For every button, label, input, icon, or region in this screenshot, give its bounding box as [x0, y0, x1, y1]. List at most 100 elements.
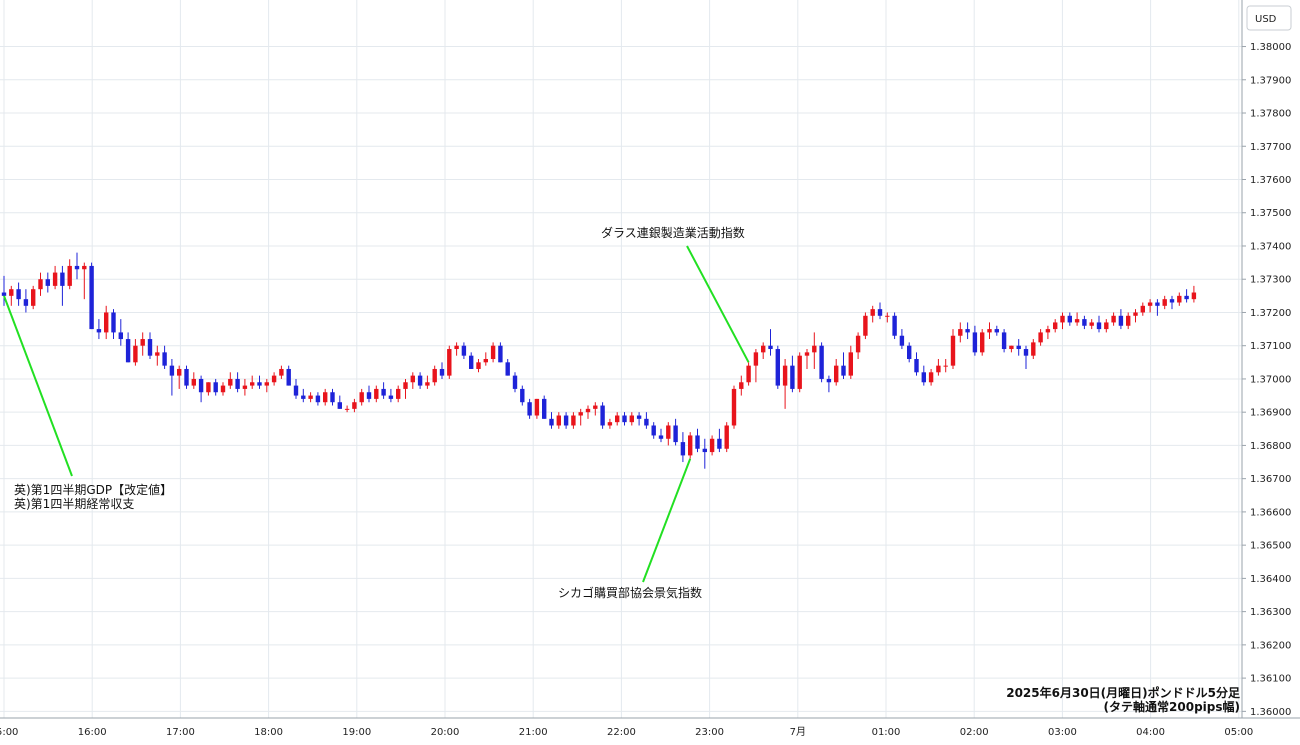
candle: [680, 432, 686, 463]
candle: [366, 385, 372, 403]
candle-body: [82, 265, 87, 270]
candle-body: [1184, 295, 1189, 300]
candle: [1126, 312, 1131, 330]
candle-body: [980, 332, 985, 353]
annotation: 英)第1四半期GDP【改定値】英)第1四半期経常収支: [3, 295, 172, 511]
candle: [315, 392, 321, 406]
candle: [461, 342, 467, 359]
candle-body: [1133, 312, 1138, 316]
x-tick-label: 22:00: [607, 727, 636, 738]
candle: [374, 385, 379, 403]
candle: [133, 339, 138, 366]
candle-body: [162, 352, 167, 366]
candle-body: [790, 365, 795, 389]
candle: [74, 252, 80, 280]
candle-body: [264, 382, 269, 386]
candle-body: [702, 448, 707, 453]
candle: [1169, 295, 1175, 310]
x-tick-label: 21:00: [519, 727, 548, 738]
currency-badge-box[interactable]: [1246, 5, 1292, 31]
candle: [542, 395, 547, 419]
candle-body: [23, 299, 29, 306]
candle-body: [323, 392, 328, 403]
candle: [1031, 339, 1036, 359]
candle-body: [155, 352, 160, 356]
candle: [96, 319, 102, 340]
caption-line-1: 2025年6月30日(月曜日)ポンドドル5分足: [1006, 685, 1240, 700]
candle: [585, 405, 591, 419]
caption: 2025年6月30日(月曜日)ポンドドル5分足 (タテ軸通常200pips幅): [1006, 685, 1240, 714]
candle: [702, 438, 707, 469]
candle: [914, 352, 919, 376]
candle: [1045, 325, 1051, 340]
candle: [870, 305, 875, 323]
candle-body: [279, 368, 284, 376]
candle-body: [9, 289, 14, 296]
candles: [1, 252, 1197, 469]
y-axis: 1.38000 1.37900 1.37800 1.37700 1.37600 1.375…: [1242, 42, 1291, 718]
candle-body: [74, 265, 80, 270]
candle-body: [476, 362, 481, 369]
candle: [819, 342, 824, 383]
candle-body: [812, 345, 817, 353]
candle: [1096, 315, 1102, 333]
candle-body: [695, 435, 700, 449]
candle: [892, 312, 897, 340]
candle-body: [1016, 345, 1021, 350]
candle: [1162, 295, 1167, 310]
annotation-leader-line: [3, 295, 73, 477]
candle-body: [1082, 319, 1087, 326]
candle: [439, 362, 445, 379]
candle: [636, 412, 642, 426]
y-tick-label: 1.36300: [1250, 607, 1291, 618]
candle-body: [593, 405, 598, 409]
candle-body: [89, 265, 94, 330]
candle-body: [1096, 322, 1102, 330]
candle: [563, 412, 569, 429]
candle-body: [447, 349, 452, 376]
y-tick-label: 1.36700: [1250, 474, 1291, 485]
candle-body: [717, 438, 722, 449]
candle-body: [184, 368, 189, 386]
candle-body: [673, 425, 678, 443]
candle-body: [96, 329, 102, 333]
candle: [928, 368, 934, 386]
candle: [286, 365, 291, 386]
annotations: 英)第1四半期GDP【改定値】英)第1四半期経常収支 ダラス連銀製造業活動指数シカ…: [3, 225, 750, 600]
candle: [330, 388, 335, 406]
candle-body: [848, 352, 853, 376]
candle: [45, 272, 50, 293]
y-tick-label: 1.37600: [1250, 175, 1291, 186]
x-tick-label: 05:00: [1224, 727, 1253, 738]
currency-label[interactable]: USD: [1255, 14, 1277, 25]
candle: [987, 322, 992, 340]
candle: [279, 365, 284, 379]
candle: [31, 285, 36, 310]
candle-body: [257, 382, 262, 386]
candle: [242, 378, 248, 396]
candle-body: [271, 375, 277, 383]
candle-body: [549, 418, 554, 426]
candle: [344, 405, 350, 413]
x-tick-label: 03:00: [1048, 727, 1077, 738]
candle-body: [352, 402, 357, 409]
candle: [447, 345, 452, 379]
candle: [454, 342, 459, 356]
candle: [534, 398, 540, 419]
candle-body: [1089, 322, 1094, 326]
caption-line-2: (タテ軸通常200pips幅): [1104, 699, 1240, 714]
candle: [651, 422, 656, 439]
candle: [739, 375, 744, 396]
candle-body: [359, 392, 364, 403]
candle-body: [38, 279, 43, 290]
currency-badge[interactable]: USD: [1246, 5, 1292, 31]
candle-body: [228, 378, 233, 386]
candle-body: [177, 368, 182, 376]
candle-body: [1169, 299, 1175, 303]
candle: [301, 388, 306, 403]
candle: [483, 352, 488, 366]
candle-body: [680, 442, 686, 456]
candle-body: [542, 398, 547, 419]
candle-body: [1074, 319, 1080, 323]
